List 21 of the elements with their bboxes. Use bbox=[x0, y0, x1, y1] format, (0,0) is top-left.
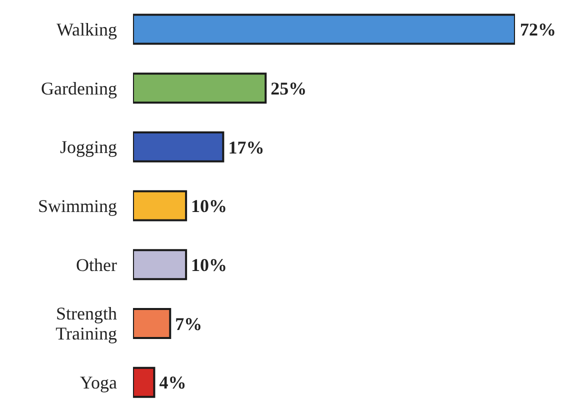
y-tick-label: Other bbox=[76, 254, 118, 275]
bar bbox=[133, 14, 515, 45]
data-label: 25% bbox=[270, 78, 307, 98]
y-tick-label: Strength Training bbox=[56, 304, 117, 344]
y-tick-label: Swimming bbox=[38, 196, 117, 216]
y-tick-label: Yoga bbox=[80, 372, 118, 393]
bar bbox=[133, 249, 188, 280]
bar bbox=[133, 190, 188, 222]
bar bbox=[133, 366, 156, 398]
data-label: 7% bbox=[175, 314, 202, 334]
data-label: 72% bbox=[520, 20, 556, 40]
data-label: 4% bbox=[159, 372, 186, 393]
data-label: 10% bbox=[191, 255, 228, 276]
data-label: 10% bbox=[191, 196, 228, 216]
bar bbox=[133, 308, 172, 339]
bar bbox=[133, 72, 267, 104]
y-tick-label: Walking bbox=[56, 19, 117, 40]
y-tick-label: Gardening bbox=[41, 78, 117, 98]
bar bbox=[133, 131, 224, 162]
data-label: 17% bbox=[228, 137, 264, 158]
y-tick-label: Jogging bbox=[60, 137, 117, 158]
